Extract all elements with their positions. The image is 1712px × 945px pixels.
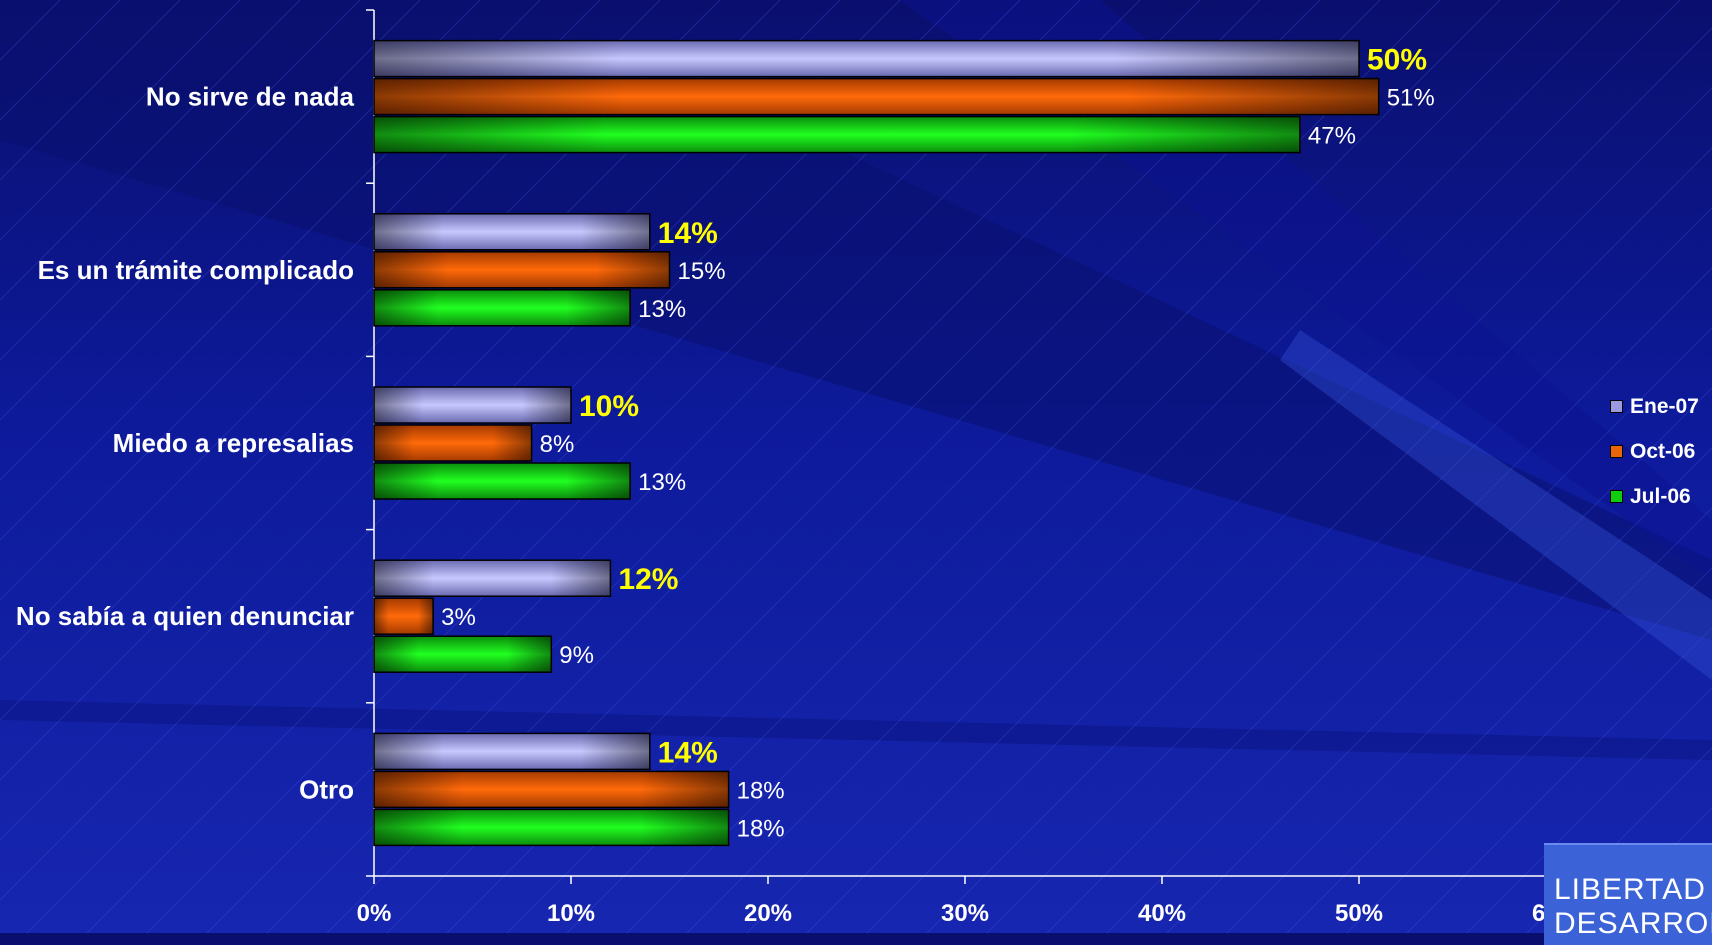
data-label: 47%	[1308, 123, 1356, 150]
bar-shade	[374, 733, 650, 770]
logo-text: DESARROLLO	[1554, 907, 1712, 940]
category-label: Es un trámite complicado	[38, 255, 354, 285]
bar-shade	[374, 425, 532, 461]
x-tick-label: 20%	[744, 900, 792, 927]
data-label: 13%	[638, 296, 686, 323]
bar-shade	[374, 116, 1300, 153]
legend-label: Ene-07	[1630, 394, 1699, 418]
bar-shade	[374, 809, 729, 846]
brand-logo: LIBERTAD DESARROLLO	[1544, 843, 1712, 945]
legend-swatch	[1610, 445, 1623, 458]
data-label: 50%	[1367, 44, 1427, 77]
bar-shade	[374, 598, 434, 635]
data-label: 14%	[658, 736, 718, 769]
data-label: 3%	[441, 604, 476, 631]
data-label: 15%	[678, 258, 726, 285]
bar-shade	[374, 78, 1379, 115]
legend-swatch	[1610, 490, 1623, 503]
x-tick-label: 10%	[547, 900, 595, 927]
legend-item-jul-06: Jul-06	[1610, 474, 1699, 519]
x-tick-label: 30%	[941, 900, 989, 927]
bar-shade	[374, 289, 631, 326]
data-label: 13%	[638, 469, 686, 496]
legend-swatch	[1610, 400, 1623, 413]
data-label: 51%	[1387, 85, 1435, 112]
data-label: 18%	[737, 777, 785, 804]
category-label: Miedo a represalias	[113, 428, 354, 458]
legend-item-ene-07: Ene-07	[1610, 384, 1699, 429]
x-tick-label: 0%	[357, 900, 392, 927]
category-label: No sirve de nada	[146, 82, 355, 112]
category-label: No sabía a quien denunciar	[16, 601, 354, 631]
x-tick-label: 50%	[1335, 900, 1383, 927]
data-label: 8%	[540, 431, 575, 458]
legend-label: Jul-06	[1630, 484, 1691, 508]
bar-shade	[374, 636, 552, 673]
data-label: 10%	[579, 390, 639, 423]
bar-shade	[374, 387, 571, 423]
bar-shade	[374, 463, 631, 499]
bar-shade	[374, 560, 611, 597]
x-tick-label: 40%	[1138, 900, 1186, 927]
data-label: 18%	[737, 815, 785, 842]
logo-text: LIBERTAD	[1554, 873, 1706, 906]
category-label: Otro	[299, 774, 354, 804]
bar-shade	[374, 771, 729, 808]
data-label: 12%	[618, 563, 678, 596]
bar-shade	[374, 40, 1359, 77]
legend-item-oct-06: Oct-06	[1610, 429, 1699, 474]
data-label: 14%	[658, 217, 718, 250]
bar-shade	[374, 213, 650, 250]
chart-legend: Ene-07 Oct-06 Jul-06	[1610, 384, 1699, 519]
bar-shade	[374, 251, 670, 288]
data-label: 9%	[559, 642, 594, 669]
legend-label: Oct-06	[1630, 439, 1696, 463]
